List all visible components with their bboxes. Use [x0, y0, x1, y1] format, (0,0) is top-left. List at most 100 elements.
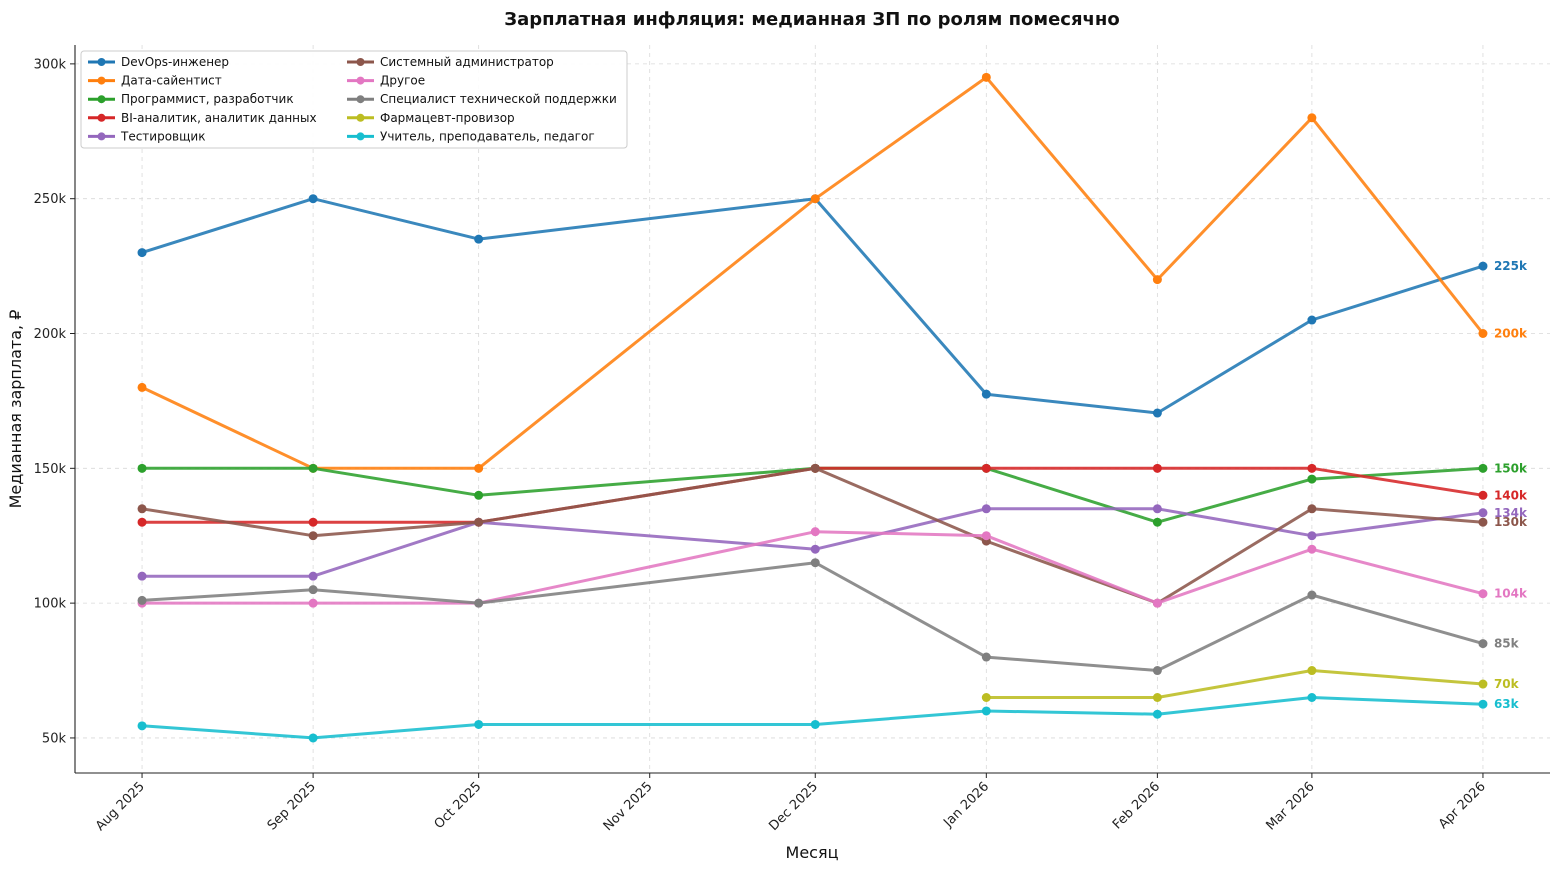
legend-swatch-marker: [356, 113, 365, 122]
series-line: [140, 507, 1485, 578]
x-axis-title: Месяц: [786, 843, 839, 862]
data-point: [810, 527, 820, 537]
data-point: [308, 733, 318, 743]
data-point: [1307, 693, 1317, 703]
data-point: [1152, 275, 1162, 285]
legend-swatch-marker: [97, 76, 106, 85]
data-point: [474, 517, 484, 527]
legend-swatch-marker: [356, 58, 365, 66]
x-tick-label: Sep 2025: [265, 779, 319, 833]
series-line: [140, 530, 1485, 605]
data-point: [1478, 508, 1488, 518]
end-label: 200k: [1494, 327, 1528, 341]
legend-item: Тестировщик: [88, 129, 205, 143]
legend-swatch-marker: [356, 132, 365, 141]
end-label: 70k: [1494, 677, 1520, 691]
x-tick-label: Oct 2025: [432, 779, 485, 832]
legend-item: Программист, разработчик: [88, 92, 294, 106]
legend-swatch-marker: [97, 58, 106, 66]
series-7: [137, 558, 1488, 676]
series-line: [140, 466, 1485, 524]
data-point: [1307, 113, 1317, 123]
data-point: [1152, 408, 1162, 418]
end-label: 225k: [1494, 259, 1528, 273]
data-point: [1478, 639, 1488, 649]
data-point: [1478, 329, 1488, 339]
data-point: [308, 194, 318, 204]
series-0: [137, 194, 1488, 418]
data-point: [474, 463, 484, 473]
legend-item: Системный администратор: [347, 55, 554, 69]
legend-item: Специалист технической поддержки: [347, 92, 617, 106]
data-point: [474, 490, 484, 500]
data-point: [1307, 474, 1317, 484]
end-label: 150k: [1494, 461, 1528, 475]
x-tick-label: Mar 2026: [1263, 779, 1317, 833]
legend-swatch-marker: [97, 95, 106, 104]
legend-label: Системный администратор: [380, 55, 554, 69]
data-point: [308, 571, 318, 581]
end-label: 134k: [1494, 506, 1528, 520]
end-label: 104k: [1494, 587, 1528, 601]
chart-title: Зарплатная инфляция: медианная ЗП по рол…: [504, 9, 1119, 30]
data-point: [810, 463, 820, 473]
data-point: [308, 585, 318, 595]
data-point: [981, 72, 991, 82]
data-point: [1152, 693, 1162, 703]
data-point: [810, 558, 820, 568]
legend-swatch-marker: [356, 76, 365, 85]
data-point: [1478, 679, 1488, 689]
series-2: [137, 463, 1488, 527]
data-point: [308, 463, 318, 473]
legend-item: Другое: [347, 74, 425, 88]
y-tick-label: 200k: [34, 327, 67, 342]
data-point: [137, 248, 147, 258]
legend-label: Фармацевт-провизор: [380, 111, 515, 125]
series-line: [140, 466, 1485, 605]
series-line: [140, 561, 1485, 672]
legend-item: BI-аналитик, аналитик данных: [88, 111, 317, 125]
data-point: [308, 598, 318, 608]
legend-label: DevOps-инженер: [121, 55, 229, 69]
series-8: [981, 666, 1488, 703]
data-point: [1478, 589, 1488, 599]
y-tick-label: 50k: [42, 731, 67, 746]
end-label: 130k: [1494, 515, 1528, 529]
legend-label: Учитель, преподаватель, педагог: [380, 129, 595, 143]
data-point: [981, 652, 991, 662]
series-line: [140, 466, 1485, 524]
x-tick-label: Nov 2025: [601, 779, 656, 834]
data-point: [137, 571, 147, 581]
legend: DevOps-инженер Дата-сайентист Программист,…: [80, 50, 628, 149]
y-tick-label: 150k: [34, 462, 67, 477]
data-point: [1152, 517, 1162, 527]
data-point: [810, 719, 820, 729]
data-point: [981, 706, 991, 716]
data-point: [137, 382, 147, 392]
data-point: [137, 721, 147, 731]
data-point: [474, 598, 484, 608]
data-point: [137, 463, 147, 473]
legend-swatch-marker: [356, 95, 365, 104]
series-layer: [137, 72, 1488, 743]
end-label: 63k: [1494, 697, 1520, 711]
legend-item: DevOps-инженер: [88, 55, 229, 69]
series-9: [137, 693, 1488, 743]
end-label: 140k: [1494, 488, 1528, 502]
x-tick-label: Dec 2025: [766, 779, 821, 834]
data-point: [1307, 590, 1317, 600]
data-point: [1478, 463, 1488, 473]
end-label: 85k: [1494, 637, 1520, 651]
legend-label: BI-аналитик, аналитик данных: [121, 111, 317, 125]
data-point: [474, 719, 484, 729]
legend-label: Специалист технической поддержки: [380, 92, 617, 106]
legend-item: Фармацевт-провизор: [347, 111, 515, 125]
y-tick-label: 250k: [34, 192, 67, 207]
data-point: [1307, 315, 1317, 325]
data-point: [1307, 463, 1317, 473]
legend-label: Тестировщик: [120, 129, 205, 143]
series-4: [137, 504, 1488, 581]
data-point: [981, 504, 991, 514]
series-line: [140, 197, 1485, 415]
data-point: [810, 544, 820, 554]
